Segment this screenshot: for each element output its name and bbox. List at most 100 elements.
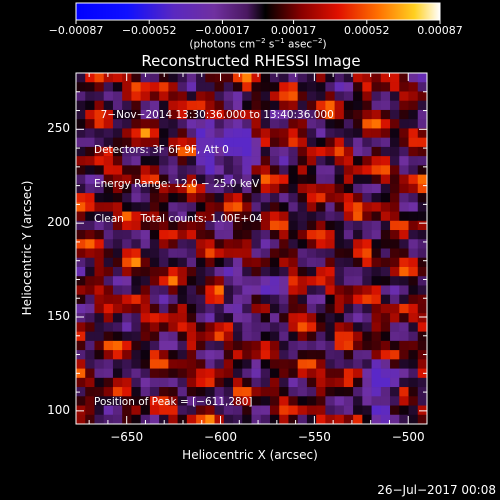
heatmap-pixel — [196, 137, 206, 148]
heatmap-pixel — [233, 285, 243, 295]
heatmap-pixel — [325, 183, 335, 194]
heatmap-pixel — [316, 340, 326, 351]
heatmap-pixel — [399, 202, 409, 212]
heatmap-pixel — [390, 405, 400, 416]
heatmap-pixel — [85, 165, 95, 175]
heatmap-pixel — [76, 193, 86, 203]
heatmap-pixel — [214, 165, 225, 175]
heatmap-pixel — [380, 109, 391, 120]
heatmap-pixel — [408, 119, 419, 129]
heatmap-pixel — [140, 137, 151, 148]
heatmap-pixel — [251, 350, 262, 360]
heatmap-pixel — [353, 211, 363, 222]
heatmap-pixel — [242, 405, 252, 416]
heatmap-pixel — [76, 109, 86, 120]
heatmap-pixel — [390, 100, 400, 111]
heatmap-pixel — [380, 146, 391, 157]
heatmap-pixel — [112, 387, 123, 397]
heatmap-pixel — [76, 387, 86, 397]
heatmap-pixel — [325, 128, 335, 138]
heatmap-pixel — [214, 350, 225, 360]
heatmap-pixel — [214, 211, 225, 222]
heatmap-pixel — [122, 211, 132, 222]
heatmap-pixel — [112, 239, 123, 249]
heatmap-pixel — [260, 276, 271, 286]
heatmap-pixel — [251, 100, 262, 111]
heatmap-pixel — [417, 211, 427, 222]
heatmap-pixel — [371, 146, 382, 157]
heatmap-pixel — [233, 91, 243, 102]
heatmap-pixel — [103, 294, 114, 305]
heatmap-pixel — [122, 183, 132, 194]
heatmap-pixel — [417, 257, 427, 268]
heatmap-pixel — [279, 396, 289, 406]
heatmap-pixel — [297, 313, 308, 323]
heatmap-pixel — [316, 294, 326, 305]
heatmap-pixel — [168, 387, 178, 397]
x-tick-label: −650 — [110, 430, 144, 444]
heatmap-pixel — [196, 156, 206, 166]
heatmap-pixel — [408, 183, 419, 194]
heatmap-pixel — [214, 313, 225, 323]
heatmap-pixel — [205, 156, 215, 166]
heatmap-pixel — [399, 82, 409, 92]
heatmap-pixel — [112, 285, 123, 295]
y-axis-title: Heliocentric Y (arcsec) — [20, 180, 34, 316]
heatmap-pixel — [417, 248, 427, 259]
heatmap-pixel — [316, 156, 326, 166]
heatmap-pixel — [103, 368, 114, 379]
heatmap-pixel — [122, 266, 132, 277]
heatmap-pixel — [353, 331, 363, 342]
heatmap-pixel — [306, 359, 317, 369]
heatmap-pixel — [251, 211, 262, 222]
heatmap-pixel — [399, 350, 409, 360]
heatmap-pixel — [371, 202, 382, 212]
heatmap-pixel — [399, 340, 409, 351]
heatmap-pixel — [288, 340, 298, 351]
heatmap-pixel — [94, 331, 105, 342]
heatmap-pixel — [223, 350, 234, 360]
heatmap-pixel — [362, 128, 372, 138]
heatmap-pixel — [288, 405, 298, 416]
heatmap-pixel — [149, 313, 160, 323]
heatmap-pixel — [149, 368, 160, 379]
heatmap-pixel — [306, 220, 317, 231]
heatmap-pixel — [371, 137, 382, 148]
heatmap-pixel — [205, 82, 215, 92]
heatmap-pixel — [343, 91, 354, 102]
heatmap-pixel — [94, 193, 105, 203]
heatmap-pixel — [316, 313, 326, 323]
heatmap-pixel — [168, 220, 178, 231]
heatmap-pixel — [76, 414, 86, 424]
heatmap-pixel — [122, 230, 132, 240]
heatmap-pixel — [196, 294, 206, 305]
heatmap-pixel — [233, 266, 243, 277]
heatmap-pixel — [223, 73, 234, 83]
heatmap-pixel — [214, 387, 225, 397]
heatmap-pixel — [353, 322, 363, 332]
heatmap-pixel — [269, 340, 280, 351]
heatmap-pixel — [177, 156, 188, 166]
heatmap-pixel — [140, 156, 151, 166]
heatmap-pixel — [399, 137, 409, 148]
heatmap-pixel — [417, 313, 427, 323]
heatmap-pixel — [112, 340, 123, 351]
heatmap-pixel — [353, 414, 363, 424]
heatmap-pixel — [408, 211, 419, 222]
heatmap-pixel — [408, 414, 419, 424]
heatmap-pixel — [168, 322, 178, 332]
heatmap-pixel — [223, 119, 234, 129]
heatmap-pixel — [168, 100, 178, 111]
heatmap-pixel — [131, 368, 141, 379]
heatmap-pixel — [408, 137, 419, 148]
heatmap-pixel — [168, 137, 178, 148]
heatmap-pixel — [306, 239, 317, 249]
heatmap-pixel — [325, 100, 335, 111]
heatmap-pixel — [196, 303, 206, 314]
heatmap-pixel — [380, 211, 391, 222]
heatmap-pixel — [122, 100, 132, 111]
heatmap-pixel — [205, 396, 215, 406]
heatmap-pixel — [279, 202, 289, 212]
heatmap-pixel — [85, 322, 95, 332]
heatmap-pixel — [362, 119, 372, 129]
